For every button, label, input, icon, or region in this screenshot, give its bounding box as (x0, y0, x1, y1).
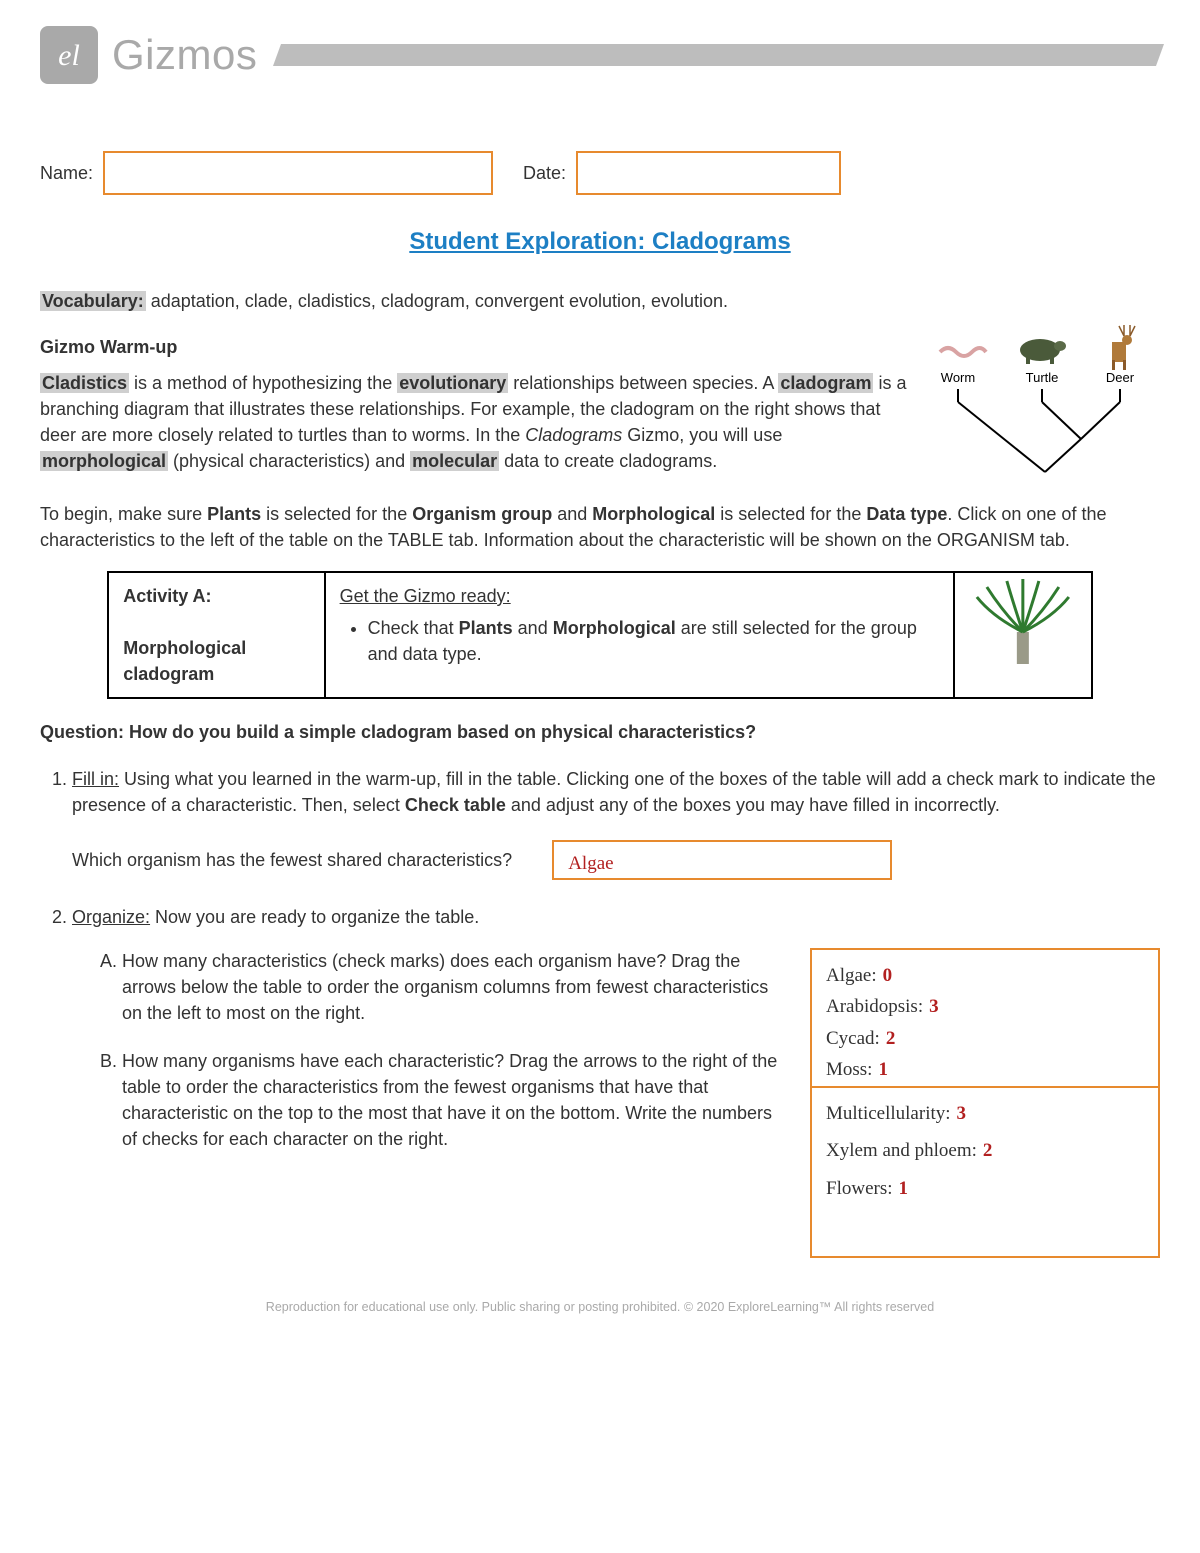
date-field[interactable] (576, 151, 841, 195)
svg-text:Deer: Deer (1106, 370, 1135, 385)
q1-answer-box[interactable]: Algae (552, 840, 892, 880)
activity-table: Activity A: Morphological cladogram Get … (107, 571, 1093, 699)
q2b-answer-box[interactable]: Multicellularity:3 Xylem and phloem:2 Fl… (810, 1088, 1160, 1258)
activity-bullet: Check that Plants and Morphological are … (368, 615, 940, 667)
svg-text:Turtle: Turtle (1026, 370, 1059, 385)
footer-text: Reproduction for educational use only. P… (40, 1298, 1160, 1316)
question-1: Fill in: Using what you learned in the w… (72, 766, 1160, 880)
gizmo-ready-label: Get the Gizmo ready: (340, 586, 511, 606)
warmup-heading: Gizmo Warm-up (40, 334, 910, 360)
header-stripe (273, 44, 1164, 66)
cladogram-diagram: Worm Turtle Deer (930, 324, 1160, 491)
main-question: Question: How do you build a simple clad… (40, 719, 1160, 745)
question-2a: How many characteristics (check marks) d… (122, 948, 790, 1026)
svg-text:Worm: Worm (941, 370, 975, 385)
activity-title: Activity A: (123, 586, 211, 606)
logo-icon: el (40, 26, 98, 84)
question-2: Organize: Now you are ready to organize … (72, 904, 1160, 1258)
name-field[interactable] (103, 151, 493, 195)
warmup-paragraph-1: Cladistics is a method of hypothesizing … (40, 370, 910, 474)
date-label: Date: (523, 160, 566, 186)
brand-name: Gizmos (112, 25, 257, 86)
header: el Gizmos (40, 0, 1160, 101)
vocab-label: Vocabulary: (40, 291, 146, 311)
name-date-row: Name: Date: (40, 151, 1160, 195)
warmup-paragraph-2: To begin, make sure Plants is selected f… (40, 501, 1160, 553)
q1-sub-question: Which organism has the fewest shared cha… (72, 847, 512, 873)
question-2b: How many organisms have each characteris… (122, 1048, 790, 1152)
q2a-answer-box[interactable]: Algae:0 Arabidopsis:3 Cycad:2 Moss:1 (810, 948, 1160, 1088)
name-label: Name: (40, 160, 93, 186)
plant-icon (954, 572, 1092, 698)
activity-subtitle: Morphological cladogram (123, 638, 246, 684)
vocabulary-line: Vocabulary: adaptation, clade, cladistic… (40, 288, 1160, 314)
page-title: Student Exploration: Cladograms (40, 225, 1160, 260)
